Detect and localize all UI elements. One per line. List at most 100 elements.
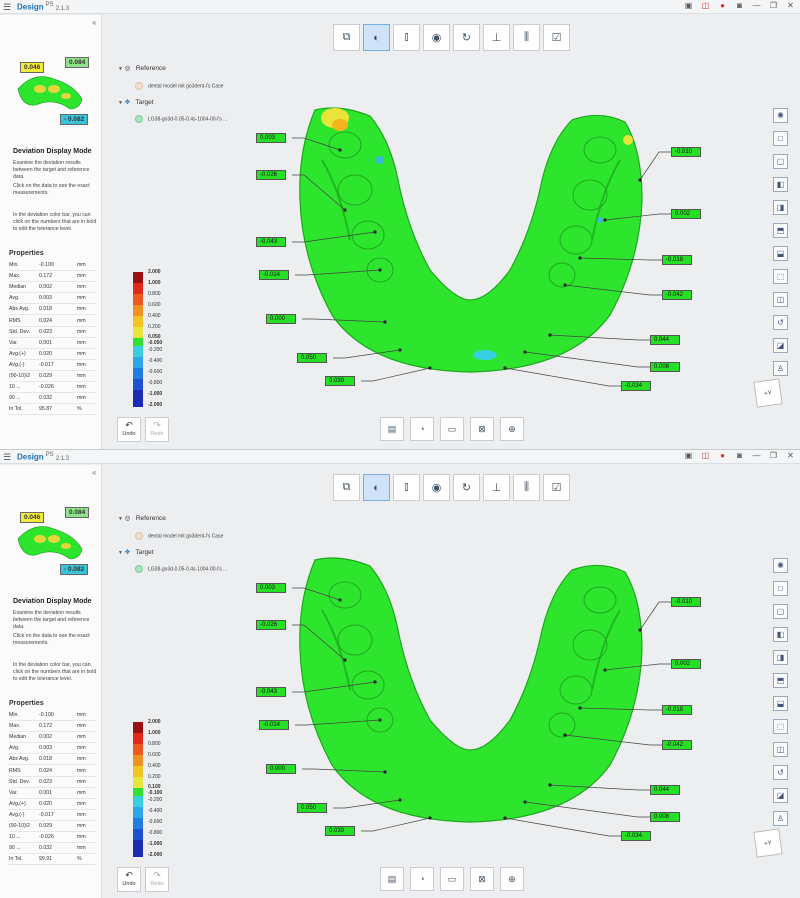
camera-icon[interactable]: ◙ [737,1,742,10]
property-row[interactable]: Avg.(-) -0.017 mm [9,360,95,371]
screen-capture-icon[interactable]: ▣ [684,1,693,10]
delete-label-icon[interactable]: ⊠ [470,867,494,891]
color-bar-label[interactable]: -1.000 [148,841,163,847]
align-tool-icon[interactable]: ⧉ [333,24,360,51]
tree-target-item[interactable]: LG38-go3d-0.05-0.4s-1004-00-l's ... [135,115,227,123]
dental-arch-model[interactable] [240,100,700,400]
split-view-icon[interactable]: ◫ [773,742,788,757]
measurement-label[interactable]: 0.003 [256,583,286,593]
delete-label-icon[interactable]: ⊠ [470,417,494,441]
tolerance-minus-label[interactable]: -0.100 [148,790,163,796]
rotation-tool-icon[interactable]: ↻ [453,24,480,51]
property-row[interactable]: Std. Dev. 0.023 mm [9,777,95,788]
measurement-label[interactable]: -0.018 [662,255,692,265]
measurement-label[interactable]: -0.018 [662,705,692,715]
orientation-cube[interactable]: +Y [753,828,783,858]
color-range-icon[interactable]: ▭ [440,867,464,891]
property-row[interactable]: Median 0.002 mm [9,282,95,294]
record-screen-icon[interactable]: ◫ [701,1,710,10]
restore-icon[interactable]: ❐ [769,451,778,460]
person-view-icon[interactable]: ♙ [773,361,788,376]
property-row[interactable]: Avg.(+) 0.020 mm [9,799,95,810]
color-bar-label[interactable]: 2.000 [148,269,161,275]
property-row[interactable]: RMS 0.024 mm [9,765,95,777]
tolerance-minus-label[interactable]: -0.050 [148,340,163,346]
measurement-label[interactable]: -0.010 [671,597,701,607]
restore-icon[interactable]: ❐ [769,1,778,10]
align-tool-icon[interactable]: ⧉ [333,474,360,501]
measurement-label[interactable]: 0.044 [650,335,680,345]
data-list-icon[interactable]: ▤ [380,417,404,441]
property-row[interactable]: 90 ... 0.032 mm [9,843,95,855]
property-row[interactable]: RMS 0.024 mm [9,315,95,327]
measure-tool-icon[interactable]: ⊥ [483,24,510,51]
transparency-icon[interactable]: ◪ [773,788,788,803]
minimize-icon[interactable]: — [752,1,761,10]
tree-target[interactable]: ▼ ✥ Target [118,99,154,106]
measurement-label[interactable]: 0.008 [650,362,680,372]
menu-icon[interactable]: ☰ [3,2,12,12]
measurement-label[interactable]: 0.039 [325,376,355,386]
view-bottom-icon[interactable]: ⬓ [773,246,788,261]
add-label-icon[interactable]: ⊕ [500,867,524,891]
measurement-label[interactable]: -0.026 [256,170,286,180]
measurement-label[interactable]: -0.014 [259,270,289,280]
measurement-label[interactable]: 0.044 [650,785,680,795]
color-wheel-icon[interactable]: ✺ [773,108,788,123]
property-row[interactable]: Avg.(-) -0.017 mm [9,810,95,821]
orientation-cube[interactable]: +Y [753,378,783,408]
report-tool-icon[interactable]: ☑ [543,24,570,51]
redo-button[interactable]: ↷ Redo [145,417,169,442]
view-front-icon[interactable]: □ [773,581,788,596]
measurement-label[interactable]: 0.003 [256,133,286,143]
rotation-tool-icon[interactable]: ↻ [453,474,480,501]
view-right-icon[interactable]: ◨ [773,200,788,215]
property-row[interactable]: Max. 0.172 mm [9,271,95,283]
measurement-label[interactable]: -0.014 [259,720,289,730]
color-bar-label[interactable]: -1.000 [148,391,163,397]
measurement-label[interactable]: 0.050 [297,803,327,813]
close-icon[interactable]: ✕ [787,1,794,10]
tooth-color-icon[interactable]: ◉ [423,474,450,501]
split-view-icon[interactable]: ◫ [773,292,788,307]
view-iso-icon[interactable]: ⬚ [773,269,788,284]
measurement-label[interactable]: -0.043 [256,237,286,247]
menu-icon[interactable]: ☰ [3,452,12,462]
property-row[interactable]: Abs Avg. 0.018 mm [9,754,95,766]
view-left-icon[interactable]: ◧ [773,177,788,192]
property-row[interactable]: (90-10)/2 0.029 mm [9,821,95,833]
measurement-label[interactable]: -0.010 [671,147,701,157]
color-bar-label[interactable]: 1.000 [148,280,161,286]
property-row[interactable]: Var. 0.001 mm [9,788,95,799]
measurement-label[interactable]: 0.050 [297,353,327,363]
property-row[interactable]: Median 0.002 mm [9,732,95,744]
color-bar-label[interactable]: -2.000 [148,852,163,858]
person-view-icon[interactable]: ♙ [773,811,788,826]
record-icon[interactable]: ● [720,1,725,10]
tolerance-plus-label[interactable]: 0.050 [148,334,161,340]
measurement-label[interactable]: 0.002 [671,209,701,219]
color-bar-label[interactable]: 2.000 [148,719,161,725]
property-row[interactable]: Abs Avg. 0.018 mm [9,304,95,316]
measurement-label[interactable]: -0.042 [662,290,692,300]
view-back-icon[interactable]: ▢ [773,154,788,169]
deviation-point-icon[interactable]: ◔ [410,417,434,441]
property-row[interactable]: Max. 0.172 mm [9,721,95,733]
measurement-label[interactable]: -0.026 [256,620,286,630]
collapse-panel-icon[interactable]: « [92,468,97,477]
camera-icon[interactable]: ◙ [737,451,742,460]
measurement-label[interactable]: -0.034 [621,831,651,841]
transparency-icon[interactable]: ◪ [773,338,788,353]
redo-button[interactable]: ↷ Redo [145,867,169,892]
compare-tool-icon[interactable]: ⫼ [513,474,540,501]
view-front-icon[interactable]: □ [773,131,788,146]
deviation-tool-icon[interactable]: ◐ [363,24,390,51]
property-row[interactable]: Var. 0.001 mm [9,338,95,349]
measurement-label[interactable]: 0.000 [266,314,296,324]
compare-tool-icon[interactable]: ⫼ [513,24,540,51]
reset-view-icon[interactable]: ↺ [773,765,788,780]
tree-reference[interactable]: ▼ ◎ Reference [118,65,166,72]
tolerance-plus-label[interactable]: 0.100 [148,784,161,790]
measurement-label[interactable]: -0.043 [256,687,286,697]
section-deviation-icon[interactable]: ⫾ [393,24,420,51]
